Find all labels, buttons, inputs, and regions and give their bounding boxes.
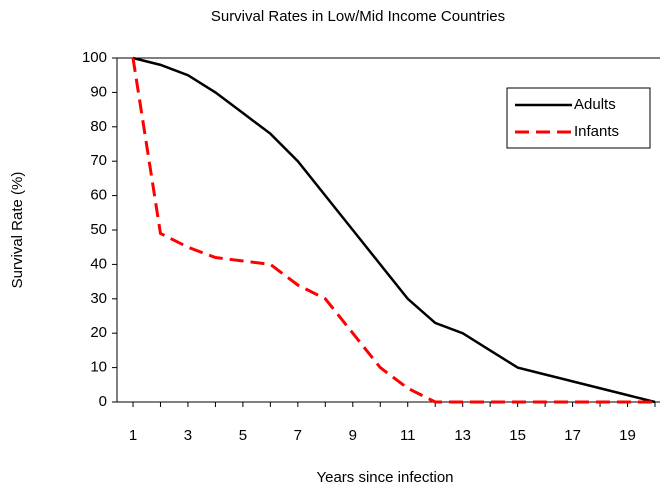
y-tick-label: 90 bbox=[90, 83, 107, 100]
y-tick-label: 50 bbox=[90, 221, 107, 238]
line-series bbox=[131, 57, 655, 404]
y-tick-label: 40 bbox=[90, 255, 107, 272]
y-tick-label: 70 bbox=[90, 152, 107, 169]
y-tick-label: 10 bbox=[90, 359, 107, 376]
x-tick-label: 19 bbox=[619, 427, 636, 444]
x-tick-label: 5 bbox=[239, 427, 247, 444]
y-axis-label: Survival Rate (%) bbox=[9, 172, 26, 289]
y-tick-label: 30 bbox=[90, 290, 107, 307]
x-tick-label: 9 bbox=[349, 427, 357, 444]
legend-box bbox=[506, 87, 651, 149]
x-tick-label: 11 bbox=[400, 427, 416, 444]
x-tick-label: 7 bbox=[294, 427, 302, 444]
line-series bbox=[132, 56, 656, 404]
y-tick-label: 20 bbox=[90, 324, 107, 341]
x-tick-label: 15 bbox=[509, 427, 526, 444]
x-tick-label: 1 bbox=[129, 427, 137, 444]
x-tick-label: 13 bbox=[454, 427, 471, 444]
x-axis-label: Years since infection bbox=[316, 469, 453, 486]
y-tick-label: 80 bbox=[90, 118, 107, 135]
x-tick-label: 3 bbox=[184, 427, 192, 444]
legend-label: Adults bbox=[574, 96, 616, 113]
x-tick-label: 17 bbox=[564, 427, 581, 444]
chart-title: Survival Rates in Low/Mid Income Countri… bbox=[211, 8, 505, 25]
y-tick-label: 100 bbox=[82, 49, 107, 66]
y-tick-label: 60 bbox=[90, 187, 107, 204]
legend-label: Infants bbox=[574, 123, 619, 140]
y-tick-label: 0 bbox=[99, 393, 107, 410]
